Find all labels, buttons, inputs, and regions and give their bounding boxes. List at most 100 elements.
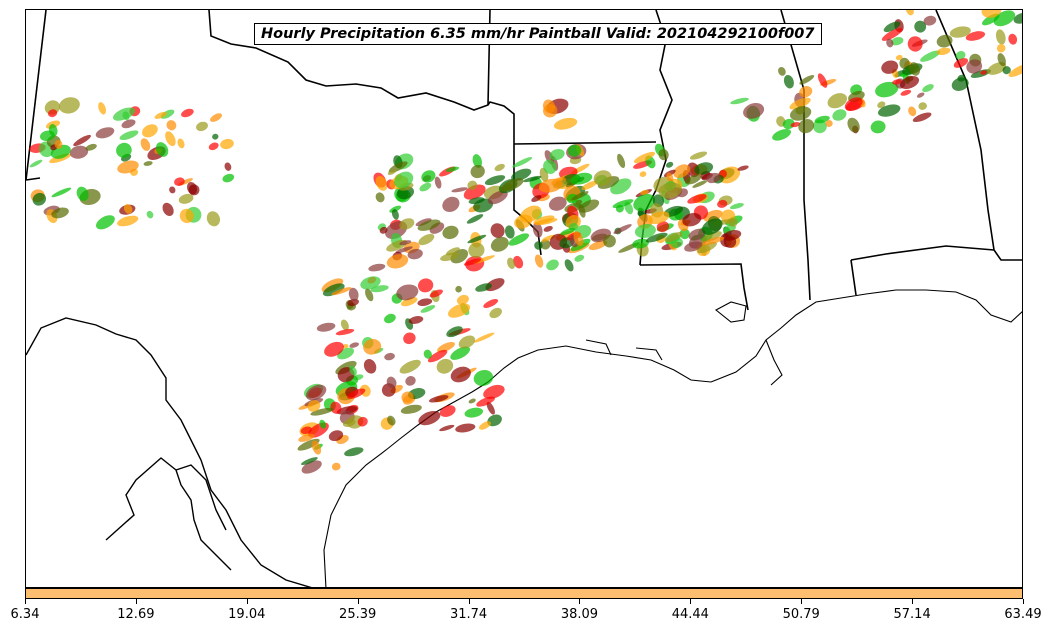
precip-blob [955, 50, 966, 60]
colorbar-tick-label: 25.39 [339, 607, 377, 622]
precip-blob [483, 298, 499, 309]
precip-blob [121, 119, 136, 129]
colorbar-tick-label: 44.44 [671, 607, 709, 622]
precip-blob [331, 287, 352, 296]
precip-blob [533, 215, 555, 225]
precip-blob [405, 376, 416, 386]
precip-blob [1013, 12, 1022, 24]
precip-blob [723, 235, 737, 248]
precip-blob [310, 407, 334, 416]
precip-blob [658, 182, 682, 199]
precip-blob [348, 287, 359, 302]
precip-blob [957, 74, 966, 82]
precip-blob [965, 31, 986, 41]
precip-blob [468, 197, 485, 205]
precip-blob [648, 211, 670, 225]
colorbar-tick-mark [357, 599, 359, 604]
precip-blob [476, 396, 495, 407]
precip-blob [918, 102, 927, 110]
precip-blob [489, 307, 502, 319]
precip-blob [883, 21, 901, 33]
precip-blob [58, 97, 80, 114]
precip-blob [571, 191, 589, 201]
precip-blob [895, 54, 903, 61]
precip-blob [679, 228, 690, 240]
precip-blob [330, 401, 342, 414]
precip-blob [363, 359, 377, 374]
precip-blob [54, 139, 63, 149]
colorbar-tick-label: 6.34 [10, 607, 40, 622]
colorbar-tick-label: 63.49 [1004, 607, 1042, 622]
precip-blob [640, 189, 650, 195]
precip-blob [446, 247, 460, 256]
precip-blob [169, 186, 176, 194]
precip-blob [1008, 63, 1022, 77]
precip-blob [923, 15, 937, 26]
precip-blob [76, 186, 89, 201]
precip-blob [593, 170, 612, 186]
precip-blob [694, 162, 714, 175]
precip-blob [178, 193, 194, 204]
precip-blob [347, 388, 366, 399]
precip-blob [396, 284, 419, 301]
precip-blob [543, 103, 558, 118]
precip-blob [798, 118, 815, 134]
precip-blob [423, 349, 432, 359]
precip-blob [395, 246, 413, 254]
colorbar-tick-label: 57.14 [893, 607, 931, 622]
precip-blob [729, 203, 744, 210]
precip-blob [546, 259, 559, 271]
precip-blob [508, 233, 530, 246]
precip-blob [51, 187, 72, 198]
precip-blob [340, 319, 349, 331]
precip-blob [687, 194, 707, 204]
precip-blob [212, 133, 219, 140]
precip-blob [436, 358, 454, 374]
colorbar-tick-mark [579, 599, 581, 604]
colorbar-tick-mark [25, 599, 26, 604]
precip-blob [473, 369, 494, 387]
precip-blob [877, 104, 901, 117]
precip-blob [920, 50, 941, 62]
precip-blob [543, 225, 553, 232]
precip-blob [140, 138, 151, 151]
precip-blob [540, 239, 551, 250]
precip-blob [206, 211, 220, 227]
precip-blob [69, 145, 89, 159]
precip-blob [475, 283, 492, 292]
precip-blob [560, 227, 576, 236]
precip-blob [311, 440, 322, 455]
precip-blob [907, 36, 923, 52]
precipitation-paintball [29, 10, 1022, 474]
precip-blob [532, 222, 543, 238]
precip-blob [328, 430, 344, 442]
precip-blob [514, 214, 533, 229]
precip-blob [634, 223, 656, 239]
international-border [26, 317, 312, 587]
precip-blob [523, 175, 542, 183]
precip-blob [123, 204, 133, 214]
precip-blob [440, 252, 459, 262]
precip-blob [997, 53, 1006, 67]
precip-blob [936, 47, 951, 56]
precip-blob [319, 419, 327, 429]
precip-blob [165, 131, 176, 147]
precip-blob [117, 160, 139, 174]
precip-blob [479, 421, 491, 430]
precip-blob [418, 410, 441, 426]
precip-blob [399, 218, 415, 230]
precip-blob [484, 175, 506, 186]
precip-blob [370, 285, 389, 293]
precip-blob [220, 138, 234, 150]
precip-blob [511, 168, 532, 181]
precip-blob [504, 225, 515, 239]
precip-blob [490, 223, 505, 238]
precip-blob [588, 240, 608, 251]
precip-blob [772, 128, 792, 141]
precip-blob [892, 79, 902, 85]
precip-blob [832, 109, 847, 121]
precip-blob [420, 305, 436, 313]
precip-blob [912, 112, 932, 123]
precip-blob [434, 176, 442, 189]
precip-blob [455, 285, 462, 293]
